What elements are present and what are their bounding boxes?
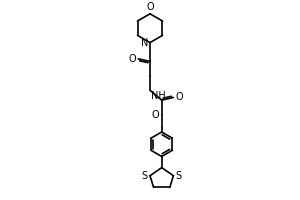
Text: O: O: [152, 110, 159, 120]
Text: S: S: [176, 171, 182, 181]
Text: N: N: [141, 38, 148, 48]
Text: NH: NH: [151, 91, 166, 101]
Text: O: O: [128, 54, 136, 64]
Text: S: S: [142, 171, 148, 181]
Text: O: O: [176, 92, 183, 102]
Text: O: O: [146, 2, 154, 12]
